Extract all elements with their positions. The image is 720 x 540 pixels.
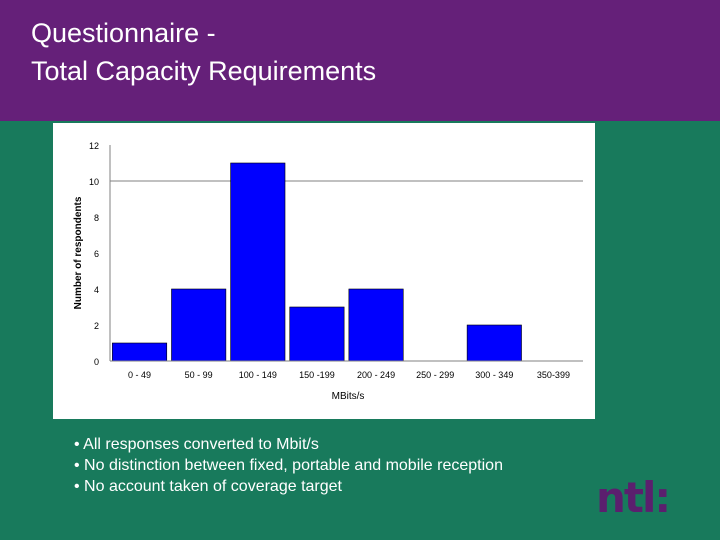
y-tick-label: 2 [94,321,99,331]
bullet-item: • No distinction between fixed, portable… [74,457,503,474]
bullet-item: • All responses converted to Mbit/s [74,436,319,453]
bar [112,342,168,362]
ntl-logo: ntl: [596,473,671,518]
y-tick-label: 10 [89,177,99,187]
chart-panel: 0 2 4 6 8 10 12 0 - 49 50 - 99 100 - 149 150 -199… [53,123,595,419]
bullet-item: • No account taken of coverage target [74,478,342,495]
x-tick-label: 300 - 349 [475,370,513,380]
bar [348,288,404,362]
y-tick-labels: 0 2 4 6 8 10 12 [89,141,99,367]
bar [466,324,522,362]
x-tick-label: 100 - 149 [239,370,277,380]
slide-header: Questionnaire - Total Capacity Requireme… [0,0,720,121]
y-tick-label: 8 [94,213,99,223]
y-tick-label: 4 [94,285,99,295]
logo-text: ntl: [596,473,669,518]
y-tick-label: 0 [94,357,99,367]
x-tick-label: 250 - 299 [416,370,454,380]
bar [171,288,227,362]
x-tick-label: 150 -199 [299,370,335,380]
bars [112,162,522,362]
bar [230,162,286,362]
page-title-line-1: Questionnaire - [31,18,216,48]
x-tick-label: 50 - 99 [185,370,213,380]
x-axis-label: MBits/s [332,391,365,402]
x-tick-label: 350-399 [537,370,570,380]
x-tick-labels: 0 - 49 50 - 99 100 - 149 150 -199 200 - 249 2… [128,370,570,380]
x-tick-label: 200 - 249 [357,370,395,380]
page-title-line-2: Total Capacity Requirements [31,56,377,86]
y-tick-label: 6 [94,249,99,259]
bullet-list: • All responses converted to Mbit/s • No… [74,434,503,497]
y-tick-label: 12 [89,141,99,151]
y-axis-label: Number of respondents [73,196,84,309]
bar-chart: 0 2 4 6 8 10 12 0 - 49 50 - 99 100 - 149 150 -199… [73,141,583,402]
bar [289,306,345,362]
x-tick-label: 0 - 49 [128,370,151,380]
